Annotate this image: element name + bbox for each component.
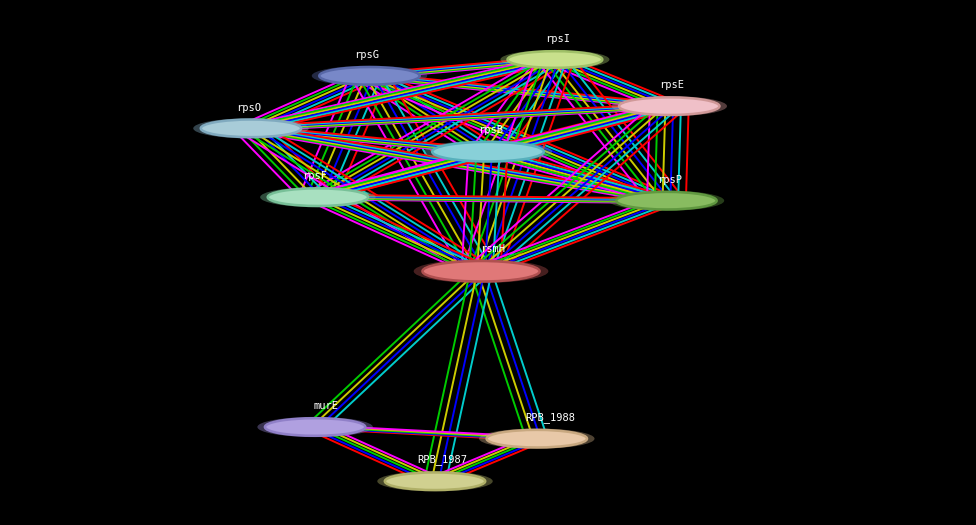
Ellipse shape bbox=[319, 67, 420, 85]
Ellipse shape bbox=[385, 472, 485, 490]
Text: RPB_1987: RPB_1987 bbox=[417, 455, 467, 466]
Text: rpsO: rpsO bbox=[235, 102, 261, 112]
Ellipse shape bbox=[264, 418, 365, 436]
Text: rpsP: rpsP bbox=[657, 175, 682, 185]
Ellipse shape bbox=[258, 417, 373, 437]
Ellipse shape bbox=[487, 430, 587, 447]
Ellipse shape bbox=[193, 118, 308, 139]
Ellipse shape bbox=[432, 142, 544, 161]
Ellipse shape bbox=[501, 50, 609, 69]
Ellipse shape bbox=[424, 141, 552, 163]
Text: rpsI: rpsI bbox=[546, 34, 570, 44]
Ellipse shape bbox=[619, 97, 719, 115]
Text: rpsG: rpsG bbox=[354, 50, 380, 60]
Ellipse shape bbox=[479, 428, 594, 449]
Ellipse shape bbox=[311, 66, 427, 86]
Text: rpsB: rpsB bbox=[478, 125, 504, 135]
Ellipse shape bbox=[616, 192, 716, 209]
Ellipse shape bbox=[261, 187, 376, 207]
Text: rpsE: rpsE bbox=[660, 80, 684, 90]
Text: rsmH: rsmH bbox=[479, 244, 505, 254]
Text: rpsF: rpsF bbox=[303, 171, 328, 181]
Text: murE: murE bbox=[313, 401, 339, 411]
Ellipse shape bbox=[609, 191, 724, 211]
Ellipse shape bbox=[414, 259, 549, 283]
Text: RPB_1988: RPB_1988 bbox=[526, 412, 576, 423]
Ellipse shape bbox=[508, 51, 602, 68]
Ellipse shape bbox=[201, 120, 302, 137]
Ellipse shape bbox=[612, 96, 727, 116]
Ellipse shape bbox=[423, 261, 540, 281]
Ellipse shape bbox=[267, 188, 368, 206]
Ellipse shape bbox=[378, 471, 493, 491]
